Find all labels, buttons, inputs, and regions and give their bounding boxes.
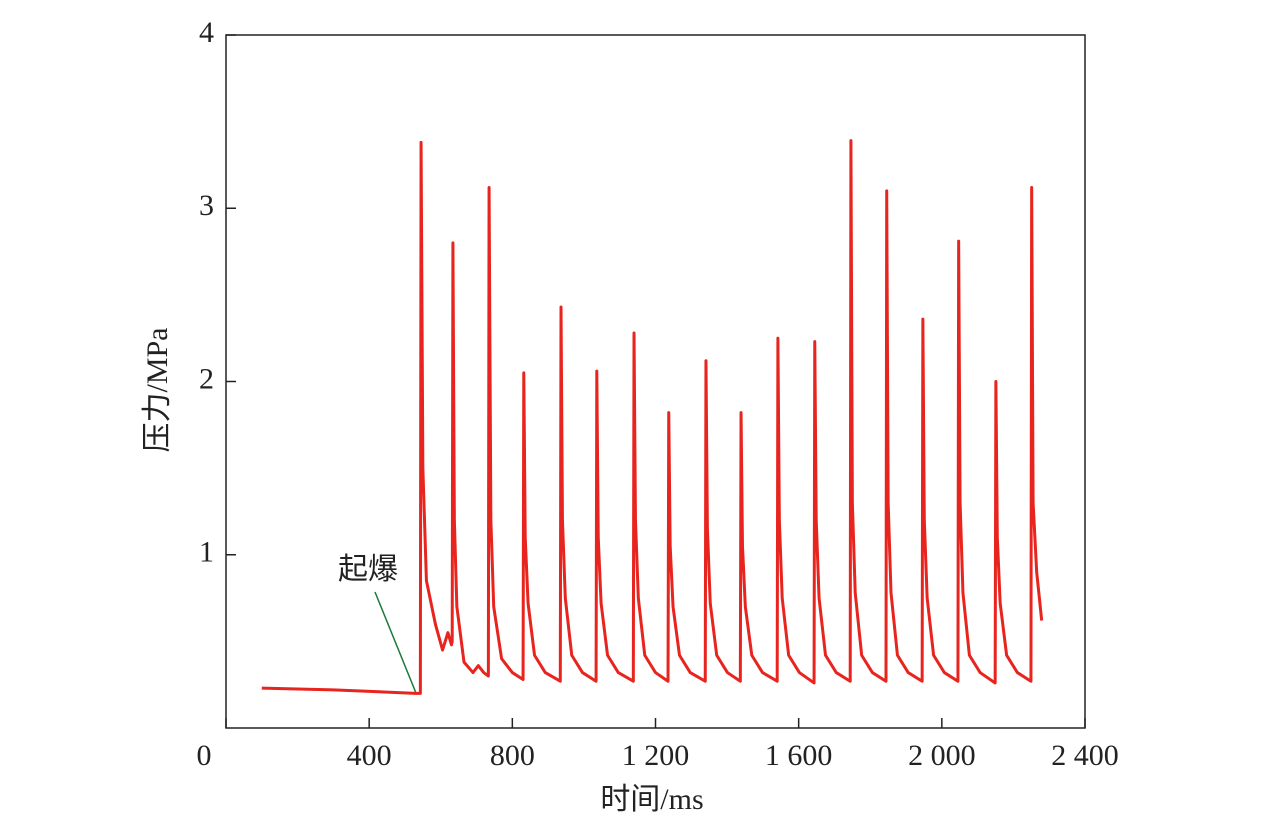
data-line [261,139,1044,695]
annotation: 起爆 [338,553,398,586]
x-tick-label: 2 400 [1051,739,1119,772]
x-tick-label: 0 [197,739,212,772]
y-tick-label: 1 [199,536,214,569]
x-tick-label: 800 [490,739,535,772]
x-tick-label: 400 [347,739,392,772]
x-axis-label: 时间/ms [600,783,703,816]
x-tick-label: 1 200 [622,739,690,772]
x-tick-label: 2 000 [908,739,976,772]
y-tick-label: 2 [199,362,214,395]
y-axis-label: 压力/MPa [141,327,174,452]
annotation-pointer [374,591,417,694]
x-tick-label: 1 600 [765,739,833,772]
plot-frame [225,34,1086,729]
y-tick-label: 4 [199,16,214,49]
y-tick-label: 3 [199,189,214,222]
